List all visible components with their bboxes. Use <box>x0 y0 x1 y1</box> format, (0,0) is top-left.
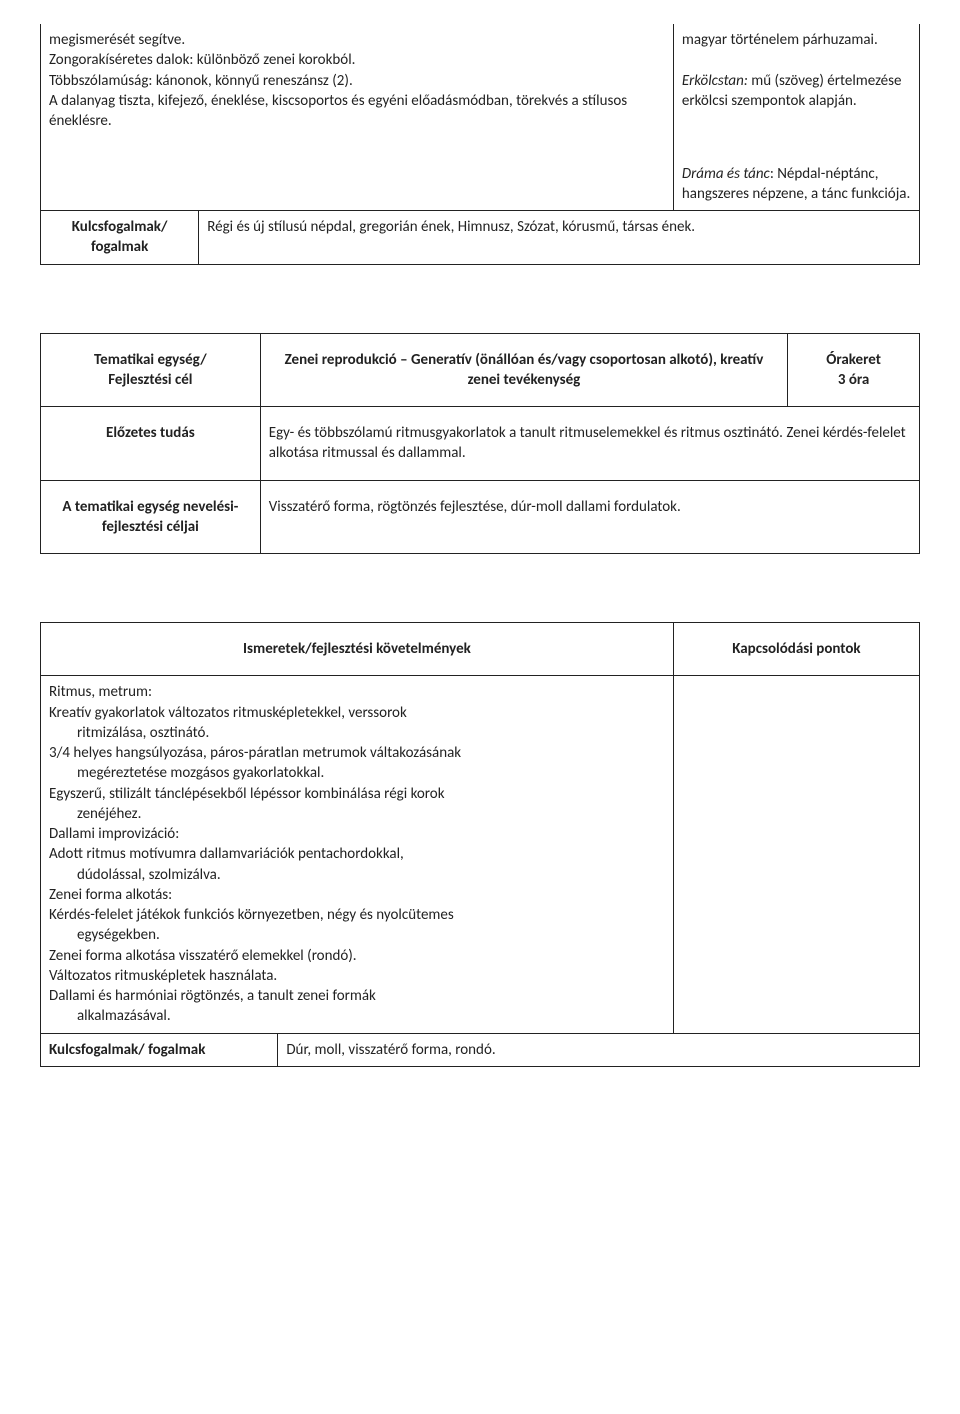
kulcs-label-cell: Kulcsfogalmak/ fogalmak <box>41 211 199 265</box>
head-right: Kapcsolódási pontok <box>673 623 919 676</box>
text: Zongorakíséretes dalok: különböző zenei … <box>49 51 355 69</box>
p9: Zenei forma alkotása visszatérő elemekke… <box>49 947 357 965</box>
label-drama: Dráma és tánc <box>682 165 770 183</box>
table-middle: Tematikai egység/ Fejlesztési cél Zenei … <box>40 333 920 555</box>
p11: Dallami és harmóniai rögtönzés, a tanult… <box>49 987 376 1005</box>
kulcs-text-cell: Régi és új stílusú népdal, gregorián éne… <box>199 211 920 265</box>
p11i: alkalmazásával. <box>49 1006 665 1026</box>
p7: Zenei forma alkotás: <box>49 886 172 904</box>
row2-a: Előzetes tudás <box>41 407 261 481</box>
kulcs-label: Kulcsfogalmak/ fogalmak <box>41 1033 278 1066</box>
kulcs-text: Dúr, moll, visszatérő forma, rondó. <box>278 1033 920 1066</box>
empty-left <box>41 137 674 210</box>
row1-c: Órakeret 3 óra <box>788 333 920 407</box>
text: magyar történelem párhuzamai. <box>682 31 878 49</box>
p4: Egyszerű, stilizált tánclépésekből lépés… <box>49 785 445 803</box>
label-erkolcstan: Erkölcstan: <box>682 72 748 90</box>
top-left-cell: megismerését segítve. Zongorakíséretes d… <box>41 24 674 137</box>
p6: Adott ritmus motívumra dallamvariációk p… <box>49 845 404 863</box>
text: A dalanyag tiszta, kifejező, éneklése, k… <box>49 92 627 130</box>
p8: Kérdés-felelet játékok funkciós környeze… <box>49 906 454 924</box>
row1-b: Zenei reprodukció – Generatív (önállóan … <box>260 333 787 407</box>
p3: 3/4 helyes hangsúlyozása, páros-páratlan… <box>49 744 461 762</box>
text: megismerését segítve. <box>49 31 185 49</box>
p2i: ritmizálása, osztinátó. <box>49 723 665 743</box>
p6i: dúdolással, szolmizálva. <box>49 865 665 885</box>
table-bottom: Ismeretek/fejlesztési követelmények Kapc… <box>40 622 920 1067</box>
row2-b: Egy- és többszólamú ritmusgyakorlatok a … <box>260 407 919 481</box>
body-cell: Ritmus, metrum: Kreatív gyakorlatok vált… <box>41 676 674 1033</box>
text: Többszólamúság: kánonok, könnyű reneszán… <box>49 72 353 90</box>
body-right-empty <box>673 676 919 1033</box>
p5: Dallami improvizáció: <box>49 825 179 843</box>
p3i: megéreztetése mozgásos gyakorlatokkal. <box>49 763 665 783</box>
p8i: egységekben. <box>49 925 665 945</box>
head-left: Ismeretek/fejlesztési követelmények <box>41 623 674 676</box>
p4i: zenéjéhez. <box>49 804 665 824</box>
row3-a: A tematikai egység nevelési-fejlesztési … <box>41 480 261 554</box>
p2: Kreatív gyakorlatok változatos ritmuskép… <box>49 704 407 722</box>
right-bottom-cell: Dráma és tánc: Népdal-néptánc, hangszere… <box>673 137 919 210</box>
table-top: megismerését segítve. Zongorakíséretes d… <box>40 24 920 265</box>
row3-b: Visszatérő forma, rögtönzés fejlesztése,… <box>260 480 919 554</box>
p10: Változatos ritmusképletek használata. <box>49 967 277 985</box>
row1-a: Tematikai egység/ Fejlesztési cél <box>41 333 261 407</box>
p1: Ritmus, metrum: <box>49 683 152 701</box>
top-right-cell: magyar történelem párhuzamai. Erkölcstan… <box>673 24 919 137</box>
